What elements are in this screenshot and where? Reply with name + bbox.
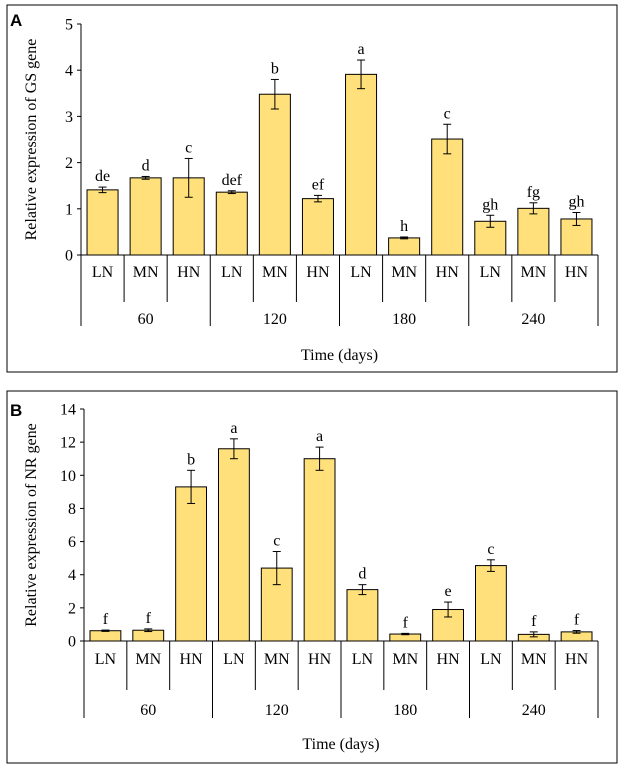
significance-letter: c	[487, 541, 494, 558]
y-tick-label: 4	[68, 567, 76, 584]
significance-letter: b	[187, 451, 195, 468]
treatment-label: LN	[223, 651, 245, 668]
bar-180-ln	[346, 589, 379, 642]
bar-60-ln	[89, 630, 122, 642]
significance-letter: b	[271, 60, 279, 77]
panel-frame	[6, 4, 618, 373]
bar-120-hn	[303, 458, 336, 642]
bar-60-hn	[175, 486, 208, 642]
y-tick-label: 5	[65, 17, 73, 34]
significance-letter: a	[230, 420, 237, 437]
treatment-label: MN	[262, 264, 288, 281]
chart-panel-b: B 0 2 4 6 8 10 12 14 f LN f MN b HN 60 a LN c MN a HN 120 d LN f M…	[6, 390, 618, 764]
y-tick-label: 2	[68, 600, 76, 617]
y-tick-label: 0	[65, 248, 73, 265]
significance-letter: def	[222, 172, 243, 189]
significance-letter: h	[400, 218, 408, 235]
bar-240-ln	[474, 565, 507, 642]
treatment-label: MN	[520, 264, 546, 281]
significance-letter: ef	[312, 176, 325, 193]
significance-letter: d	[142, 157, 150, 174]
bar-120-mn	[258, 93, 291, 256]
bar-60-ln	[86, 189, 119, 256]
significance-letter: gh	[568, 193, 584, 210]
y-tick-label: 3	[65, 109, 73, 126]
significance-letter: f	[146, 610, 152, 627]
treatment-label: HN	[437, 651, 461, 668]
panel-letter: A	[10, 11, 22, 30]
treatment-label: HN	[565, 264, 589, 281]
y-tick-label: 10	[60, 468, 76, 485]
y-tick-label: 1	[65, 201, 73, 218]
panel-frame	[6, 390, 618, 764]
treatment-label: LN	[352, 651, 374, 668]
treatment-label: MN	[133, 264, 159, 281]
treatment-label: LN	[350, 264, 372, 281]
treatment-label: HN	[565, 651, 589, 668]
bar-120-ln	[215, 191, 248, 256]
significance-letter: c	[444, 105, 451, 122]
treatment-label: HN	[308, 651, 332, 668]
x-axis-label: Time (days)	[301, 347, 378, 364]
y-tick-label: 8	[68, 501, 76, 518]
significance-letter: f	[531, 613, 537, 630]
bar-180-hn	[431, 138, 464, 256]
treatment-label: LN	[221, 264, 243, 281]
time-label: 60	[138, 311, 154, 328]
significance-letter: f	[574, 612, 580, 629]
panel-letter: B	[10, 401, 22, 420]
treatment-label: MN	[264, 651, 290, 668]
time-label: 60	[140, 702, 156, 719]
time-label: 180	[392, 311, 416, 328]
treatment-label: MN	[392, 651, 418, 668]
treatment-label: LN	[480, 651, 502, 668]
y-tick-label: 4	[65, 63, 73, 80]
y-tick-label: 0	[68, 634, 76, 651]
treatment-label: HN	[306, 264, 330, 281]
significance-letter: c	[273, 533, 280, 550]
treatment-label: LN	[480, 264, 502, 281]
significance-letter: de	[95, 168, 110, 185]
time-label: 240	[522, 702, 546, 719]
time-label: 240	[521, 311, 545, 328]
significance-letter: f	[403, 614, 409, 631]
significance-letter: e	[445, 583, 452, 600]
bar-180-ln	[345, 73, 378, 256]
treatment-label: HN	[180, 651, 204, 668]
y-axis-label: Relative expression of GS gene	[23, 39, 40, 241]
significance-letter: gh	[482, 196, 498, 213]
treatment-label: HN	[177, 264, 201, 281]
time-label: 180	[393, 702, 417, 719]
y-tick-label: 12	[60, 435, 76, 452]
significance-letter: a	[316, 428, 323, 445]
y-tick-label: 6	[68, 534, 76, 551]
treatment-label: LN	[95, 651, 117, 668]
treatment-label: MN	[391, 264, 417, 281]
treatment-label: MN	[135, 651, 161, 668]
significance-letter: d	[358, 566, 366, 583]
bar-180-mn	[388, 237, 421, 256]
bar-60-mn	[129, 177, 162, 256]
y-tick-label: 14	[60, 402, 76, 419]
time-label: 120	[265, 702, 289, 719]
bar-120-hn	[301, 198, 334, 256]
significance-letter: f	[103, 611, 109, 628]
bar-240-mn	[517, 207, 550, 256]
y-tick-label: 2	[65, 155, 73, 172]
treatment-label: HN	[436, 264, 460, 281]
significance-letter: a	[357, 41, 364, 58]
treatment-label: LN	[92, 264, 114, 281]
significance-letter: c	[185, 139, 192, 156]
significance-letter: fg	[527, 184, 540, 201]
y-axis-label: Relative expression of NR gene	[23, 423, 40, 627]
bar-120-ln	[217, 448, 250, 642]
x-axis-label: Time (days)	[302, 736, 379, 753]
treatment-label: MN	[521, 651, 547, 668]
time-label: 120	[263, 311, 287, 328]
chart-panel-a: A 0 1 2 3 4 5 de LN d MN c HN 60 def LN b MN ef HN 120 a LN h MN…	[6, 4, 618, 373]
